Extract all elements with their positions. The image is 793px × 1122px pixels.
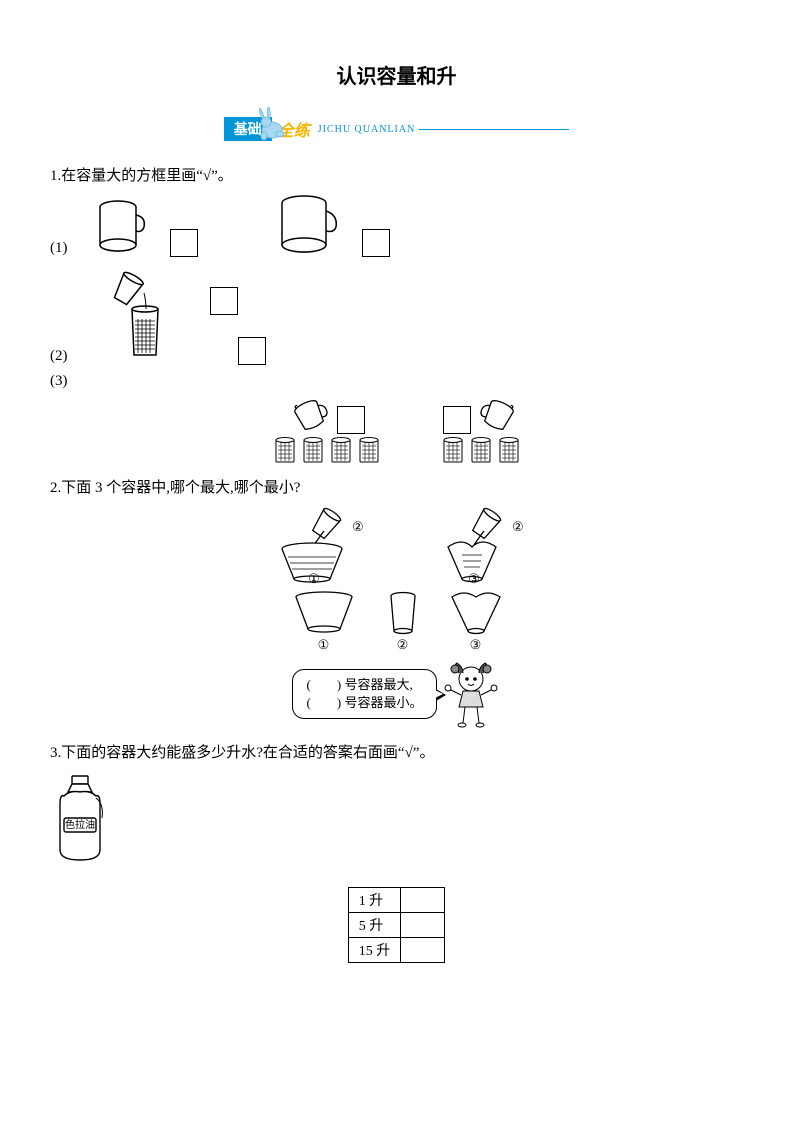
q1-sub2: (2) [50, 265, 743, 365]
table-row: 15 升 [348, 938, 445, 963]
option-check-cell[interactable] [401, 938, 445, 963]
small-cup-icon [273, 436, 297, 464]
pour-cup-icon [96, 265, 196, 365]
oil-bottle-icon: 色拉油 [50, 774, 110, 864]
small-cup-icon [357, 436, 381, 464]
q3-text: 3.下面的容器大约能盛多少升水?在合适的答案右面画“√”。 [50, 741, 743, 762]
q2-figure: ② ① [50, 505, 743, 729]
small-cup-icon [469, 436, 493, 464]
q2-num1: ① [318, 637, 330, 653]
q1-2-box-a[interactable] [210, 287, 238, 315]
small-cup-icon [441, 436, 465, 464]
option-check-cell[interactable] [401, 888, 445, 913]
option-label: 1 升 [348, 888, 401, 913]
small-cup-icon [301, 436, 325, 464]
table-row: 1 升 [348, 888, 445, 913]
q2-shape-2: ② [386, 591, 420, 653]
q2-text: 2.下面 3 个容器中,哪个最大,哪个最小? [50, 476, 743, 497]
small-cup-icon [497, 436, 521, 464]
q2-shape-3: ③ [450, 591, 502, 653]
q1-text: 1.在容量大的方框里画“√”。 [50, 164, 743, 185]
svg-text:③: ③ [468, 571, 480, 585]
q2-shape-1: ① [292, 591, 356, 653]
speech-line2: ( ) 号容器最小。 [307, 694, 423, 712]
page-title: 认识容量和升 [50, 60, 743, 89]
q1-sub2-label: (2) [50, 348, 76, 365]
small-cup-icon [329, 436, 353, 464]
girl-icon [441, 659, 501, 729]
banner-pinyin: JICHU QUANLIAN [318, 124, 416, 135]
q2-pour-right: ② ③ [422, 505, 532, 585]
table-row: 5 升 [348, 913, 445, 938]
q1-sub3-label: (3) [50, 373, 743, 390]
q1-1-box-b[interactable] [362, 229, 390, 257]
q1-sub1-label: (1) [50, 240, 76, 257]
mug-large-icon [278, 193, 342, 257]
q1-3-box-a[interactable] [337, 406, 365, 434]
mug-small-icon [96, 197, 150, 257]
q1-3-right [441, 398, 521, 464]
q1-1-box-a[interactable] [170, 229, 198, 257]
q3-answer-table: 1 升 5 升 15 升 [348, 887, 446, 963]
option-label: 15 升 [348, 938, 401, 963]
q1-sub3-row [50, 398, 743, 464]
option-check-cell[interactable] [401, 913, 445, 938]
svg-text:②: ② [512, 519, 524, 534]
speech-line1: ( ) 号容器最大, [307, 676, 423, 694]
q1-2-box-b[interactable] [238, 337, 266, 365]
bottle-label: 色拉油 [65, 818, 95, 831]
svg-text:①: ① [308, 571, 320, 585]
q2-num2: ② [397, 637, 409, 653]
pitcher-right-icon [477, 398, 519, 434]
svg-text:②: ② [352, 519, 364, 534]
pitcher-left-icon [289, 398, 331, 434]
q1-3-box-b[interactable] [443, 406, 471, 434]
banner-underline [419, 129, 569, 130]
q2-pour-left: ② ① [262, 505, 372, 585]
q2-num3: ③ [470, 637, 482, 653]
section-banner: 基础 全练 JICHU QUANLIAN [50, 109, 743, 149]
q1-sub1: (1) [50, 193, 743, 257]
q1-3-left [273, 398, 381, 464]
bunny-icon [250, 104, 294, 144]
option-label: 5 升 [348, 913, 401, 938]
speech-bubble: ( ) 号容器最大, ( ) 号容器最小。 [292, 669, 438, 719]
